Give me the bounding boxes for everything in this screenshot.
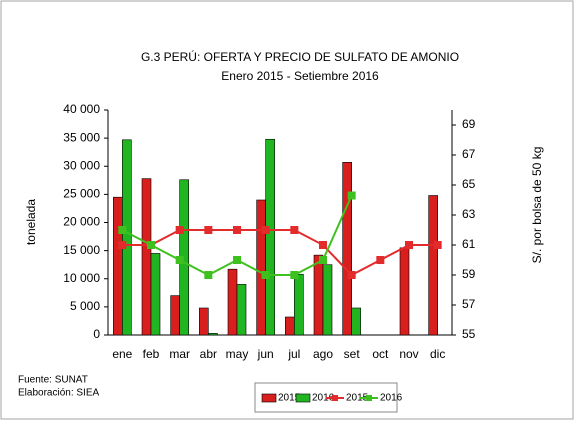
y-tick-label: 25 000: [63, 187, 100, 201]
bar: [208, 333, 218, 336]
line-marker: [118, 241, 127, 249]
y2-tick-label: 65: [462, 177, 476, 191]
legend-swatch: [366, 395, 372, 401]
line-marker: [233, 226, 241, 234]
y-tick-label: 20 000: [63, 215, 100, 229]
x-tick-label: ago: [313, 347, 333, 361]
y-tick-label: 5 000: [70, 299, 100, 313]
bar: [150, 253, 161, 336]
line-marker: [290, 226, 299, 234]
x-tick-label: nov: [399, 347, 418, 361]
bar: [285, 316, 295, 336]
line-marker: [319, 256, 327, 264]
y-tick-label: 40 000: [63, 102, 100, 116]
line-marker: [118, 226, 127, 234]
line-marker: [433, 241, 442, 249]
bar: [351, 307, 361, 336]
y2-tick-label: 61: [462, 237, 476, 251]
line-marker: [319, 241, 327, 249]
line-marker: [347, 271, 356, 279]
y-tick-label: 15 000: [63, 243, 100, 257]
y2-tick-label: 59: [462, 267, 476, 281]
y2-tick-label: 55: [462, 327, 476, 341]
bar: [294, 273, 304, 336]
line-marker: [290, 271, 299, 279]
legend-label: 2016: [380, 393, 403, 404]
bar: [122, 139, 132, 336]
x-tick-label: feb: [143, 347, 160, 361]
bar: [113, 196, 123, 336]
source-note: Elaboración: SIEA: [18, 388, 99, 399]
source-note: Fuente: SUNAT: [18, 375, 88, 386]
bar: [313, 254, 324, 336]
line-marker: [347, 191, 356, 200]
bar: [227, 268, 238, 336]
y2-tick-label: 63: [462, 207, 476, 221]
bar: [236, 284, 247, 336]
x-tick-label: jul: [287, 347, 300, 361]
line-marker: [175, 226, 184, 234]
legend-label: 2016: [312, 393, 335, 404]
x-tick-label: abr: [200, 347, 217, 361]
x-tick-label: set: [344, 347, 361, 361]
line-marker: [204, 271, 213, 279]
line-marker: [376, 256, 385, 264]
y-tick-label: 35 000: [63, 130, 100, 144]
y2-axis-label: S/. por bolsa de 50 kg: [530, 147, 544, 264]
y2-tick-label: 69: [462, 117, 476, 131]
x-tick-label: ene: [112, 347, 132, 361]
line: [122, 229, 438, 277]
y2-tick-label: 57: [462, 297, 476, 311]
bar: [428, 195, 438, 336]
line-marker: [261, 226, 270, 234]
chart-subtitle: Enero 2015 - Setiembre 2016: [221, 69, 379, 83]
legend-swatch: [295, 393, 311, 403]
y2-tick-label: 67: [462, 147, 476, 161]
legend-label: 2015: [346, 393, 369, 404]
x-tick-label: may: [226, 347, 249, 361]
y-tick-label: 0: [93, 327, 100, 341]
bar: [170, 295, 180, 336]
line-marker: [175, 256, 184, 264]
line-marker: [233, 256, 241, 264]
line-marker: [147, 241, 155, 249]
y-tick-label: 10 000: [63, 271, 100, 285]
bar: [265, 138, 275, 336]
y-axis-label: tonelada: [24, 199, 38, 245]
bar: [256, 199, 266, 336]
x-tick-label: oct: [372, 347, 389, 361]
legend-swatch: [261, 393, 277, 403]
x-tick-label: mar: [169, 347, 190, 361]
chart-title: G.3 PERÚ: OFERTA Y PRECIO DE SULFATO DE …: [141, 49, 459, 64]
y-tick-label: 30 000: [63, 158, 100, 172]
line-marker: [204, 226, 213, 234]
bar: [322, 264, 333, 336]
bar: [342, 162, 352, 336]
line-marker: [405, 241, 413, 249]
x-tick-label: jun: [257, 347, 274, 361]
line-marker: [261, 271, 270, 279]
bar: [399, 247, 410, 336]
bar: [199, 307, 209, 336]
bar: [141, 178, 152, 336]
x-tick-label: dic: [430, 347, 445, 361]
legend-swatch: [332, 395, 338, 401]
legend-label: 2015: [278, 393, 301, 404]
